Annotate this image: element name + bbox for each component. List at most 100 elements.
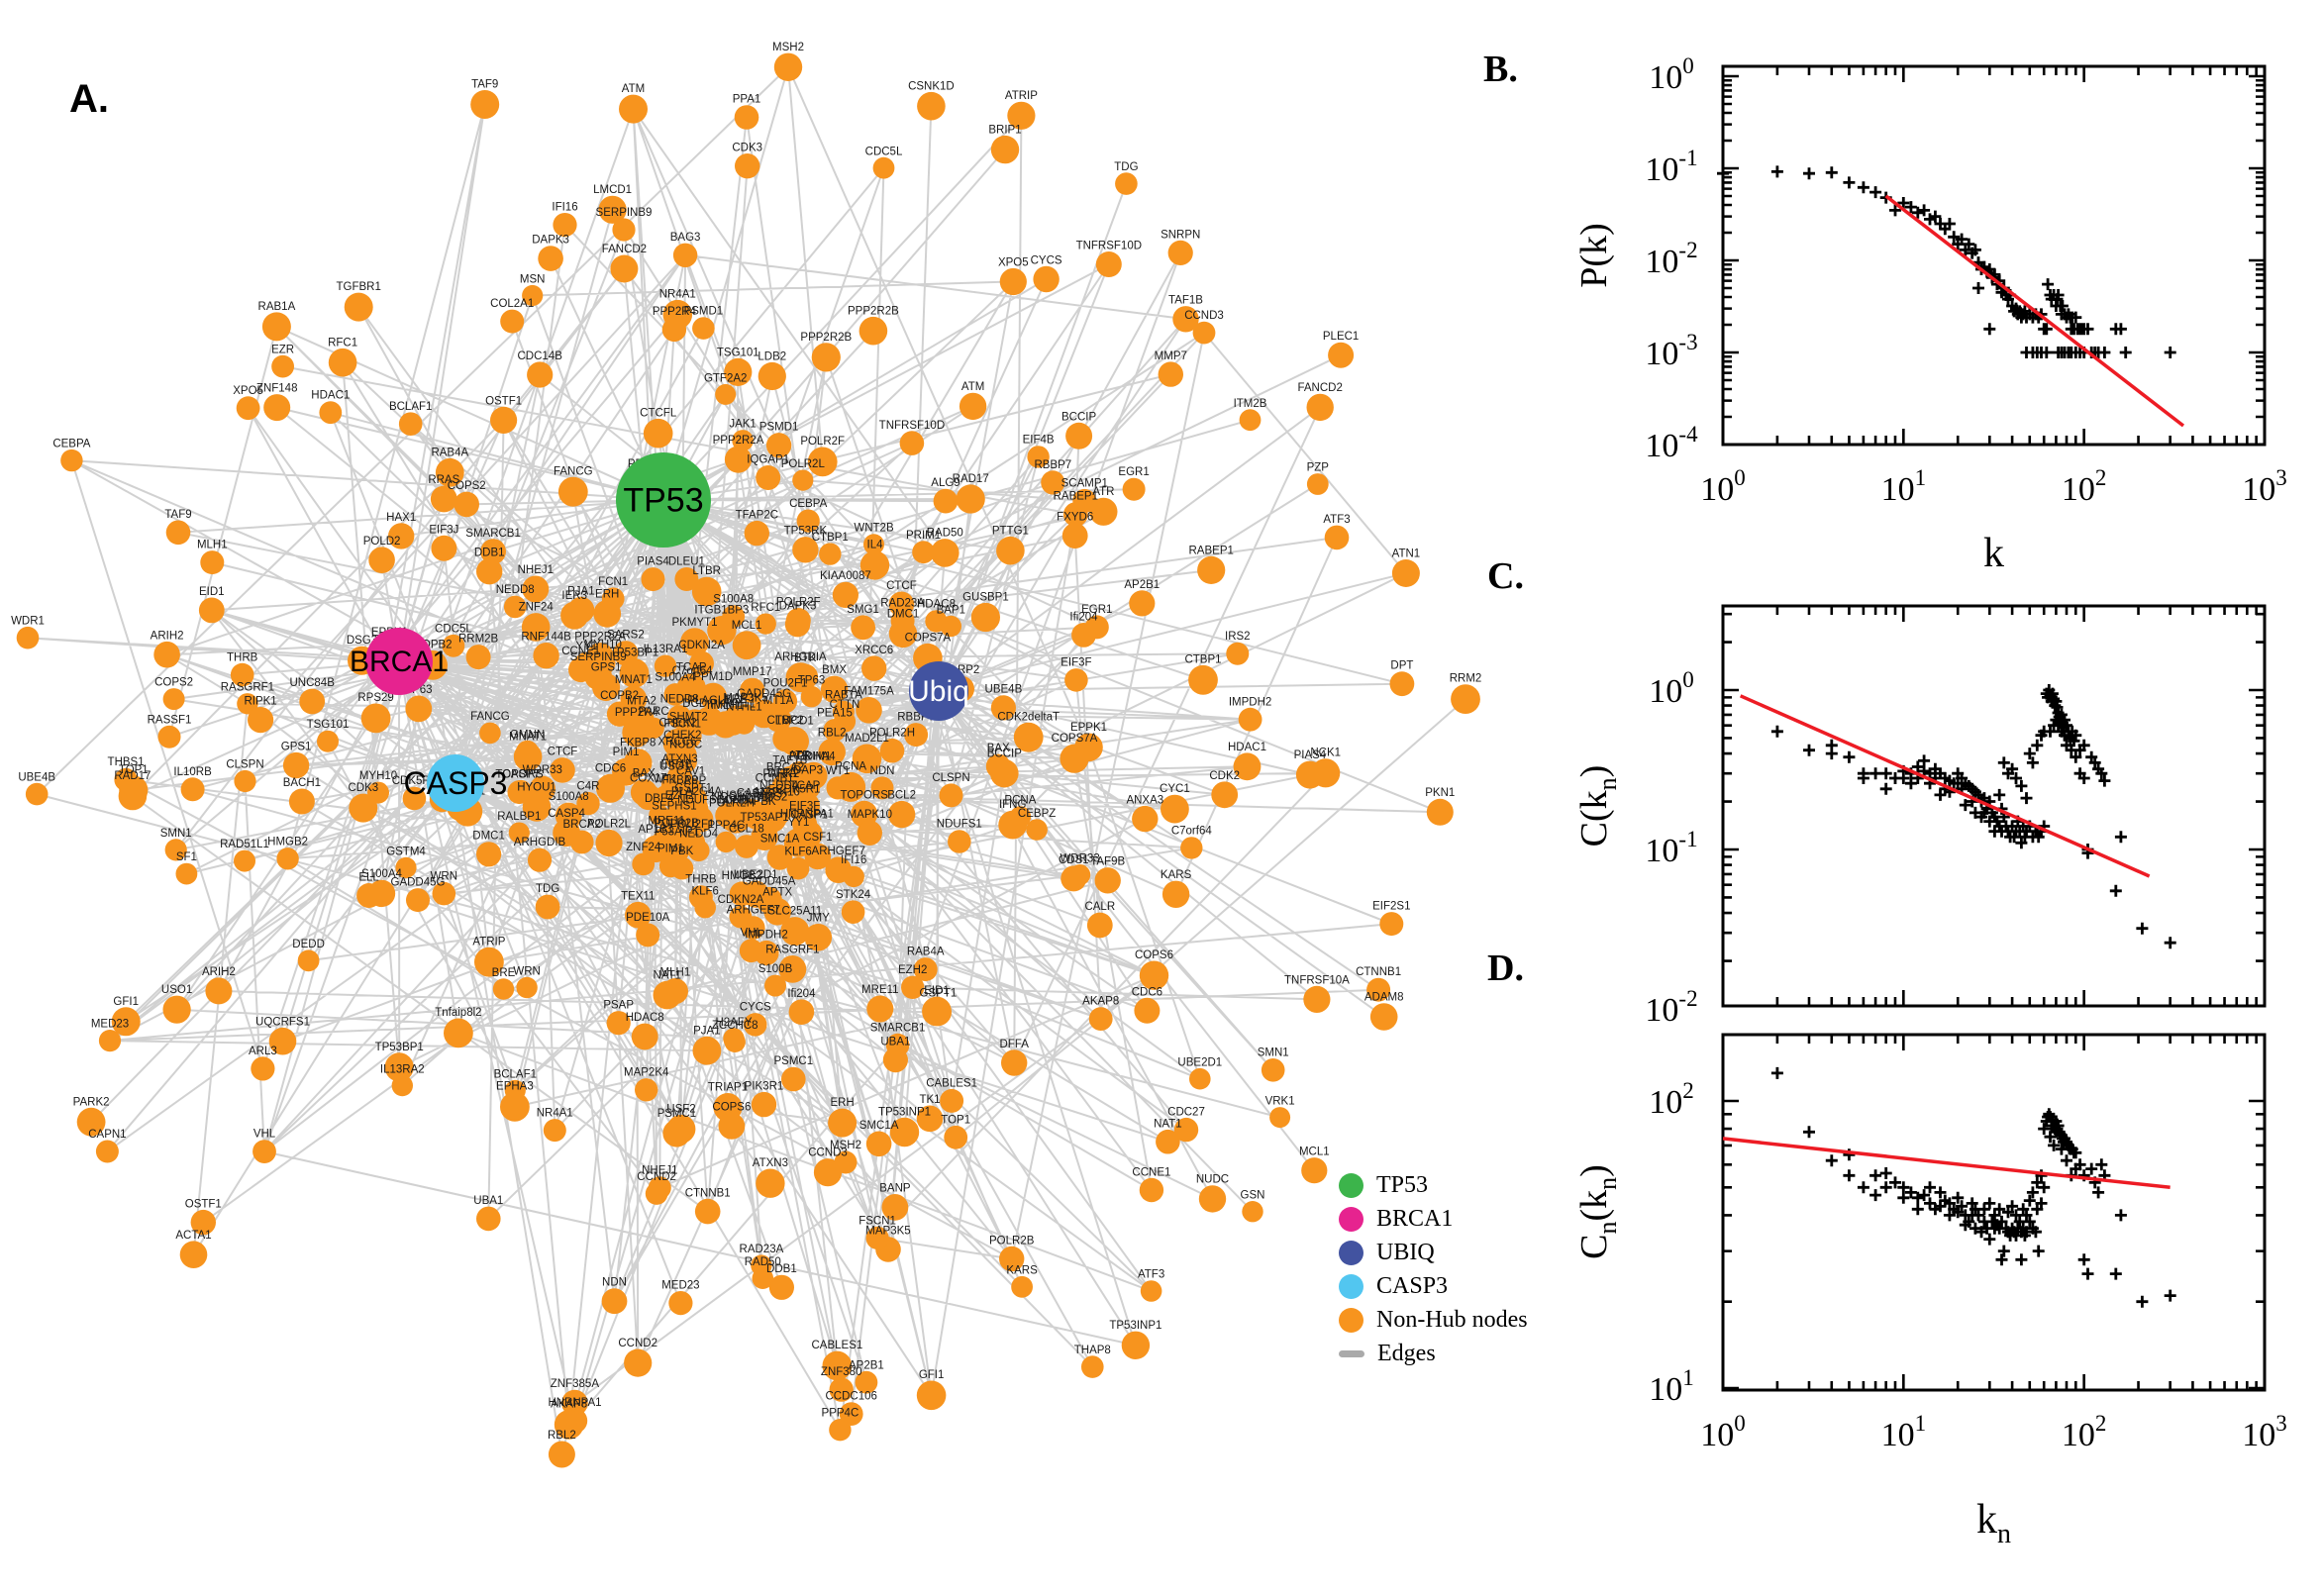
node-label: Tnfaip8l2 bbox=[435, 1007, 481, 1019]
node-label: MLH1 bbox=[197, 540, 228, 551]
node-label: SMARCB1 bbox=[870, 1022, 926, 1034]
network-node bbox=[691, 576, 722, 607]
node-label: MAD2L1 bbox=[845, 733, 889, 745]
node-label: JMY bbox=[807, 913, 830, 925]
node-label: PRIM1 bbox=[796, 750, 831, 762]
node-label: SERPINB9 bbox=[570, 651, 627, 663]
node-label: ZNF380 bbox=[821, 1366, 862, 1378]
network-node bbox=[732, 430, 754, 451]
network-node bbox=[841, 900, 865, 924]
node-label: MLH1 bbox=[660, 967, 691, 979]
node-label: CLSPN bbox=[226, 758, 263, 770]
node-label: RIPK1 bbox=[244, 696, 276, 708]
node-label: APTX bbox=[722, 796, 752, 808]
node-label: ZCCHC8 bbox=[712, 1020, 758, 1032]
node-label: PIM1 bbox=[613, 747, 640, 758]
node-label: MRE11 bbox=[648, 815, 685, 827]
network-node bbox=[665, 786, 694, 815]
node-label: POLR2L bbox=[781, 458, 826, 470]
network-node bbox=[786, 856, 810, 880]
network-node bbox=[839, 1402, 863, 1426]
network-node bbox=[948, 830, 971, 853]
network-node bbox=[707, 616, 737, 646]
node-label: KLF6 bbox=[784, 847, 812, 858]
node-label: HAX1 bbox=[386, 512, 416, 524]
node-label: NEDD8 bbox=[660, 694, 699, 706]
node-label: PPP2R2A bbox=[713, 435, 764, 447]
node-label: OSTF1 bbox=[185, 1198, 222, 1210]
node-label: TP53INP1 bbox=[878, 1106, 931, 1118]
network-node bbox=[405, 695, 433, 723]
network-node bbox=[855, 1370, 878, 1394]
node-label: LMCD1 bbox=[775, 715, 814, 727]
network-node bbox=[1328, 342, 1355, 368]
legend-item-edges: Edges bbox=[1339, 1341, 1528, 1366]
node-label: CEBPZ bbox=[1018, 808, 1056, 820]
network-node bbox=[687, 840, 710, 862]
network-node bbox=[735, 153, 760, 179]
node-label: COPS7A bbox=[1052, 733, 1098, 745]
node-label: SCAMP1 bbox=[1061, 477, 1108, 489]
node-label: ARIH2 bbox=[151, 630, 184, 642]
node-label: HMGB2 bbox=[267, 837, 308, 848]
x-tick-label: 103 bbox=[2242, 465, 2287, 508]
network-node bbox=[822, 1350, 853, 1381]
node-label: RBBP7 bbox=[1034, 459, 1071, 471]
network-node bbox=[990, 695, 1016, 721]
network-node bbox=[553, 213, 577, 238]
network-node bbox=[1013, 722, 1044, 752]
node-label: KARS bbox=[1161, 869, 1192, 881]
node-label: FANCD2 bbox=[602, 244, 647, 255]
network-node bbox=[792, 811, 818, 837]
network-node bbox=[1242, 1201, 1263, 1223]
network-node bbox=[826, 776, 850, 800]
node-label: POLR2L bbox=[587, 819, 632, 831]
node-label: SF1 bbox=[176, 851, 197, 863]
network-node bbox=[435, 457, 464, 487]
node-label: Ifi204 bbox=[787, 988, 816, 1000]
node-label: CTTN bbox=[830, 699, 860, 711]
node-label: PARC bbox=[639, 706, 669, 718]
network-node bbox=[522, 284, 544, 307]
node-label: TOP1 bbox=[119, 764, 149, 776]
node-label: GSPT1 bbox=[674, 782, 712, 794]
network-node bbox=[764, 974, 786, 997]
node-label: MT1A bbox=[763, 695, 794, 707]
network-node bbox=[724, 1031, 746, 1053]
network-node bbox=[430, 485, 457, 513]
network-node bbox=[804, 924, 833, 951]
protein-interaction-network: ZNF24 C7orf64 USF2 CDC6 S100A8 GPS1 BCCIP WDR33… bbox=[11, 42, 1481, 1468]
network-node bbox=[593, 599, 622, 628]
network-node bbox=[465, 645, 491, 670]
network-node bbox=[601, 1288, 628, 1315]
node-label: TDG bbox=[1114, 161, 1138, 173]
network-node bbox=[567, 596, 595, 624]
network-node bbox=[672, 243, 698, 267]
network-node bbox=[268, 1027, 297, 1055]
node-label: ALG9 bbox=[931, 477, 960, 489]
node-label: EGR1 bbox=[1118, 466, 1149, 478]
node-label: TNFRSF10D bbox=[1076, 241, 1142, 252]
network-node bbox=[832, 581, 859, 609]
network-node bbox=[739, 939, 763, 963]
node-label: TP53INP1 bbox=[1109, 1320, 1162, 1332]
node-label: POU2F1 bbox=[763, 678, 808, 690]
node-label: ZNF24 bbox=[519, 602, 555, 614]
network-node bbox=[834, 1150, 858, 1174]
panel-a-label: A. bbox=[69, 77, 109, 121]
node-label: UQCRFS1 bbox=[255, 1016, 310, 1028]
network-node bbox=[402, 786, 427, 811]
node-label: SMG1 bbox=[847, 604, 879, 616]
network-node bbox=[1064, 668, 1088, 692]
node-label: NQO1 bbox=[712, 792, 745, 804]
node-label: MTA2 bbox=[627, 695, 656, 707]
network-node bbox=[852, 744, 882, 774]
node-label: NDN bbox=[870, 765, 895, 777]
node-label: TEX11 bbox=[621, 890, 655, 902]
network-node bbox=[367, 781, 389, 804]
network-node bbox=[901, 975, 925, 999]
node-label: PJA1 bbox=[567, 585, 595, 597]
node-label: USF2 bbox=[666, 1103, 695, 1115]
network-node bbox=[724, 357, 753, 386]
